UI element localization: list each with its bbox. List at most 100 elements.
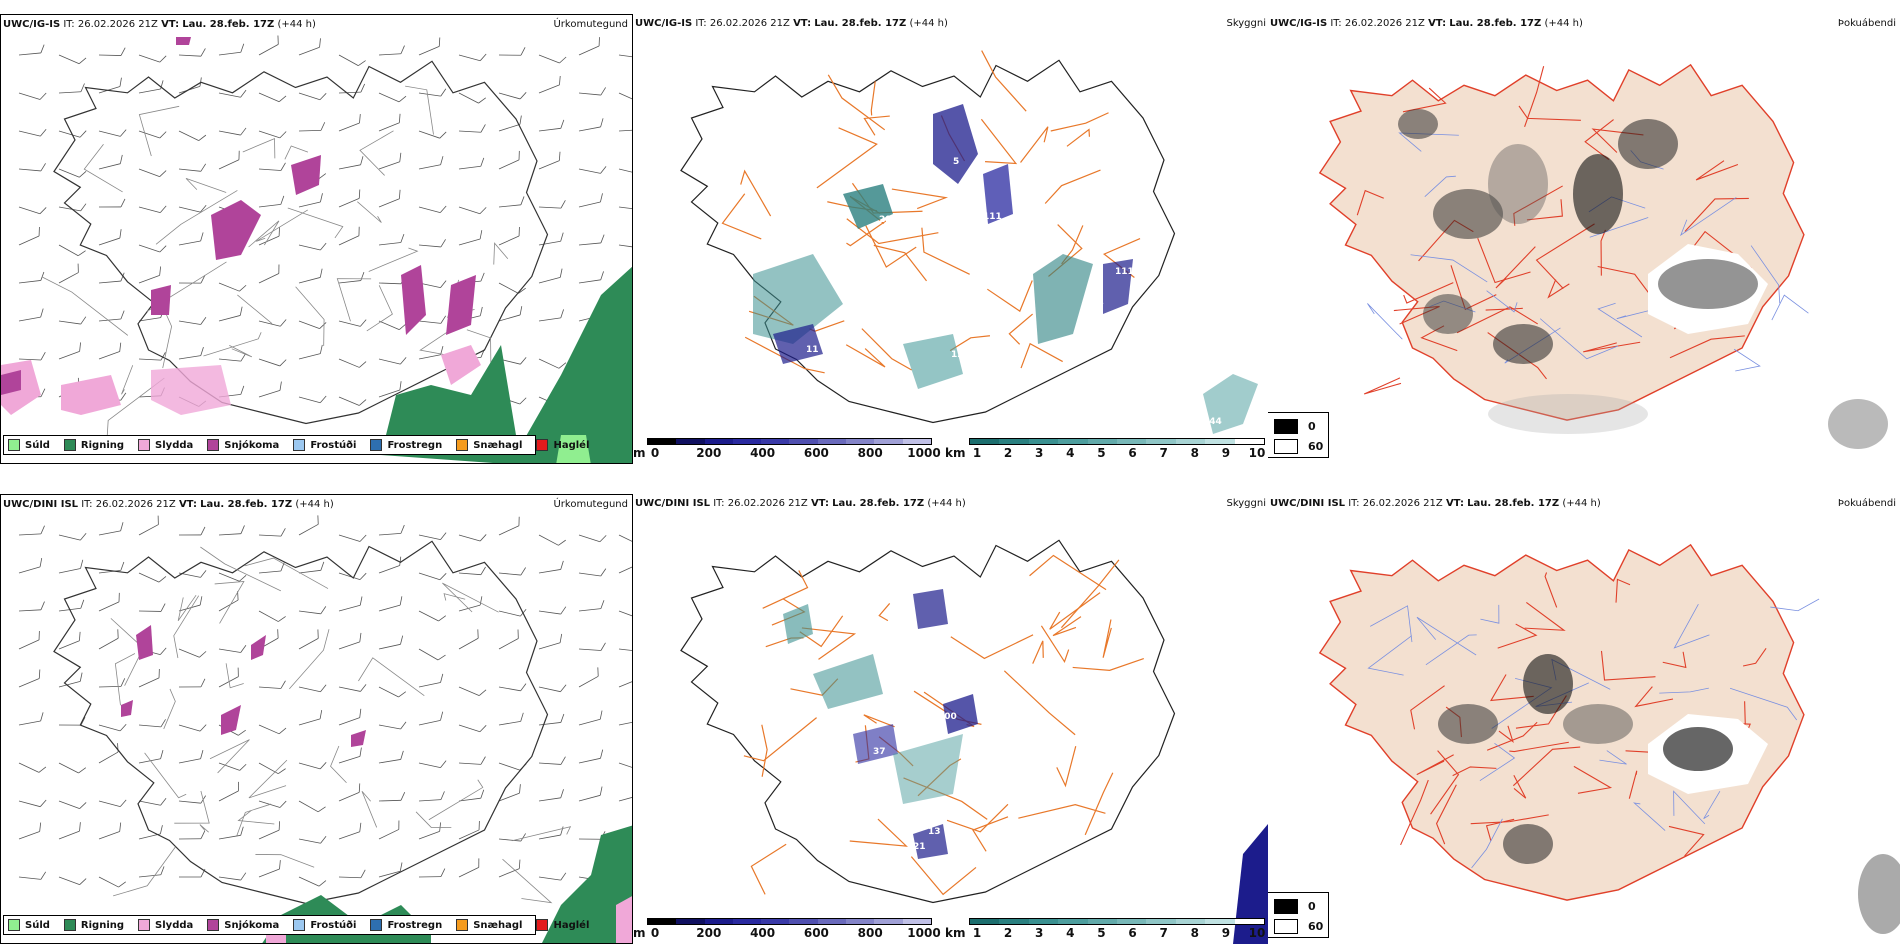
- panel-header: UWC/IG-IS IT: 26.02.2026 21Z VT: Lau. 28…: [635, 18, 948, 29]
- colorbar-segment: [1028, 439, 1059, 444]
- colorbar-segment: [1234, 439, 1265, 444]
- wind-barb: [498, 282, 526, 294]
- colorbar-segment: [761, 919, 790, 924]
- network-line: [248, 759, 288, 799]
- wind-barb: [538, 756, 566, 765]
- wind-barb: [578, 534, 607, 543]
- wind-barb: [458, 534, 487, 542]
- legend-swatch: [138, 919, 151, 931]
- wind-barb: [498, 629, 519, 650]
- wind-barb: [338, 396, 367, 406]
- wind-barb: [498, 784, 521, 802]
- panel-title: Þokuábendi: [1837, 18, 1896, 29]
- network-line: [284, 145, 309, 160]
- network-line: [1456, 306, 1538, 334]
- colorbar-tick-label: 1: [972, 926, 982, 940]
- wind-barb: [338, 272, 365, 284]
- network-line: [1669, 335, 1745, 359]
- legend-swatch: [536, 919, 549, 931]
- wind-barb: [458, 789, 485, 802]
- network-line: [1513, 185, 1563, 226]
- network-line: [1524, 66, 1545, 127]
- network-line: [1486, 721, 1538, 751]
- network-line: [236, 803, 272, 836]
- network-line: [1750, 245, 1781, 304]
- visibility-value-labels: 93 111 29 79 111 231 11 13 12 544 5: [806, 157, 1222, 427]
- network-line: [1633, 802, 1666, 831]
- wind-barb: [378, 635, 404, 650]
- network-line: [1486, 290, 1518, 313]
- legend-swatch: [207, 439, 220, 451]
- wind-barb: [298, 38, 321, 56]
- colorbar-segment: [1117, 439, 1147, 444]
- legend-swatch: [8, 439, 20, 451]
- wind-barb: [538, 119, 565, 132]
- wind-barb: [98, 310, 125, 322]
- network-line: [1695, 160, 1739, 181]
- fog-key: 0 60: [1268, 412, 1329, 458]
- wind-barb: [458, 596, 483, 612]
- precip-fields: [1, 37, 632, 463]
- wind-barb: [458, 756, 486, 765]
- fog-key-swatch: [1274, 899, 1298, 914]
- wind-barb: [18, 227, 40, 246]
- legend-label: Slydda: [155, 439, 194, 451]
- wind-barb: [258, 821, 280, 840]
- wind-barb: [418, 673, 444, 688]
- legend-swatch: [63, 439, 76, 451]
- wind-barb: [98, 129, 127, 137]
- wind-barb: [258, 528, 286, 537]
- network-line: [1020, 342, 1063, 369]
- colorbar-tick-label: 400: [750, 446, 776, 460]
- wind-barb: [58, 762, 87, 774]
- wind-barb: [418, 532, 447, 540]
- network-line: [1770, 598, 1820, 612]
- network-line: [113, 846, 176, 897]
- wind-barb: [298, 320, 327, 329]
- colorbar-segment: [1058, 919, 1088, 924]
- wind-barb: [58, 54, 87, 65]
- panel-title: Úrkomutegund: [553, 499, 628, 510]
- wind-barb: [138, 719, 166, 728]
- legend-item: Snæhagl: [456, 919, 522, 931]
- wind-barb: [298, 193, 323, 208]
- legend-label: Rigning: [80, 919, 125, 931]
- network-line: [744, 336, 825, 374]
- wind-barb: [58, 672, 83, 688]
- wind-barb: [578, 271, 604, 284]
- network-line: [1400, 779, 1429, 846]
- legend-label: Súld: [25, 439, 50, 451]
- network-line: [502, 858, 553, 904]
- network-line: [1583, 341, 1641, 353]
- wind-barb: [258, 227, 280, 246]
- wind-barb: [578, 37, 600, 56]
- wind-barb: [338, 572, 367, 580]
- wind-barb: [418, 648, 446, 661]
- wind-barb: [458, 53, 487, 62]
- legend-item: Frostúði: [293, 919, 356, 931]
- model-name: UWC/DINI ISL: [1270, 498, 1346, 509]
- network-line: [1485, 307, 1523, 311]
- wind-barb: [298, 762, 327, 770]
- colorbar-segment: [732, 919, 762, 924]
- network-line: [891, 188, 949, 210]
- network-line: [443, 593, 466, 601]
- network-line: [214, 580, 245, 624]
- network-line: [1008, 313, 1034, 345]
- network-line: [359, 130, 394, 176]
- wind-barb: [618, 92, 632, 103]
- wind-barb: [458, 92, 487, 104]
- wind-barb: [18, 822, 42, 840]
- wind-barb: [258, 381, 282, 398]
- colorbar-tick-label: 6: [1128, 446, 1137, 460]
- legend-item: Slydda: [138, 919, 193, 931]
- network-line: [986, 280, 1033, 313]
- network-line: [1052, 616, 1082, 637]
- colorbar-tick-label: 0: [650, 926, 660, 940]
- wind-barb: [58, 533, 87, 541]
- colorbar-tick-label: 8: [1190, 926, 1199, 940]
- vis-label: 29: [879, 215, 892, 225]
- panel-header: UWC/IG-IS IT: 26.02.2026 21Z VT: Lau. 28…: [3, 19, 316, 30]
- wind-barb: [498, 859, 521, 878]
- panel-title: Skyggni: [1226, 498, 1266, 509]
